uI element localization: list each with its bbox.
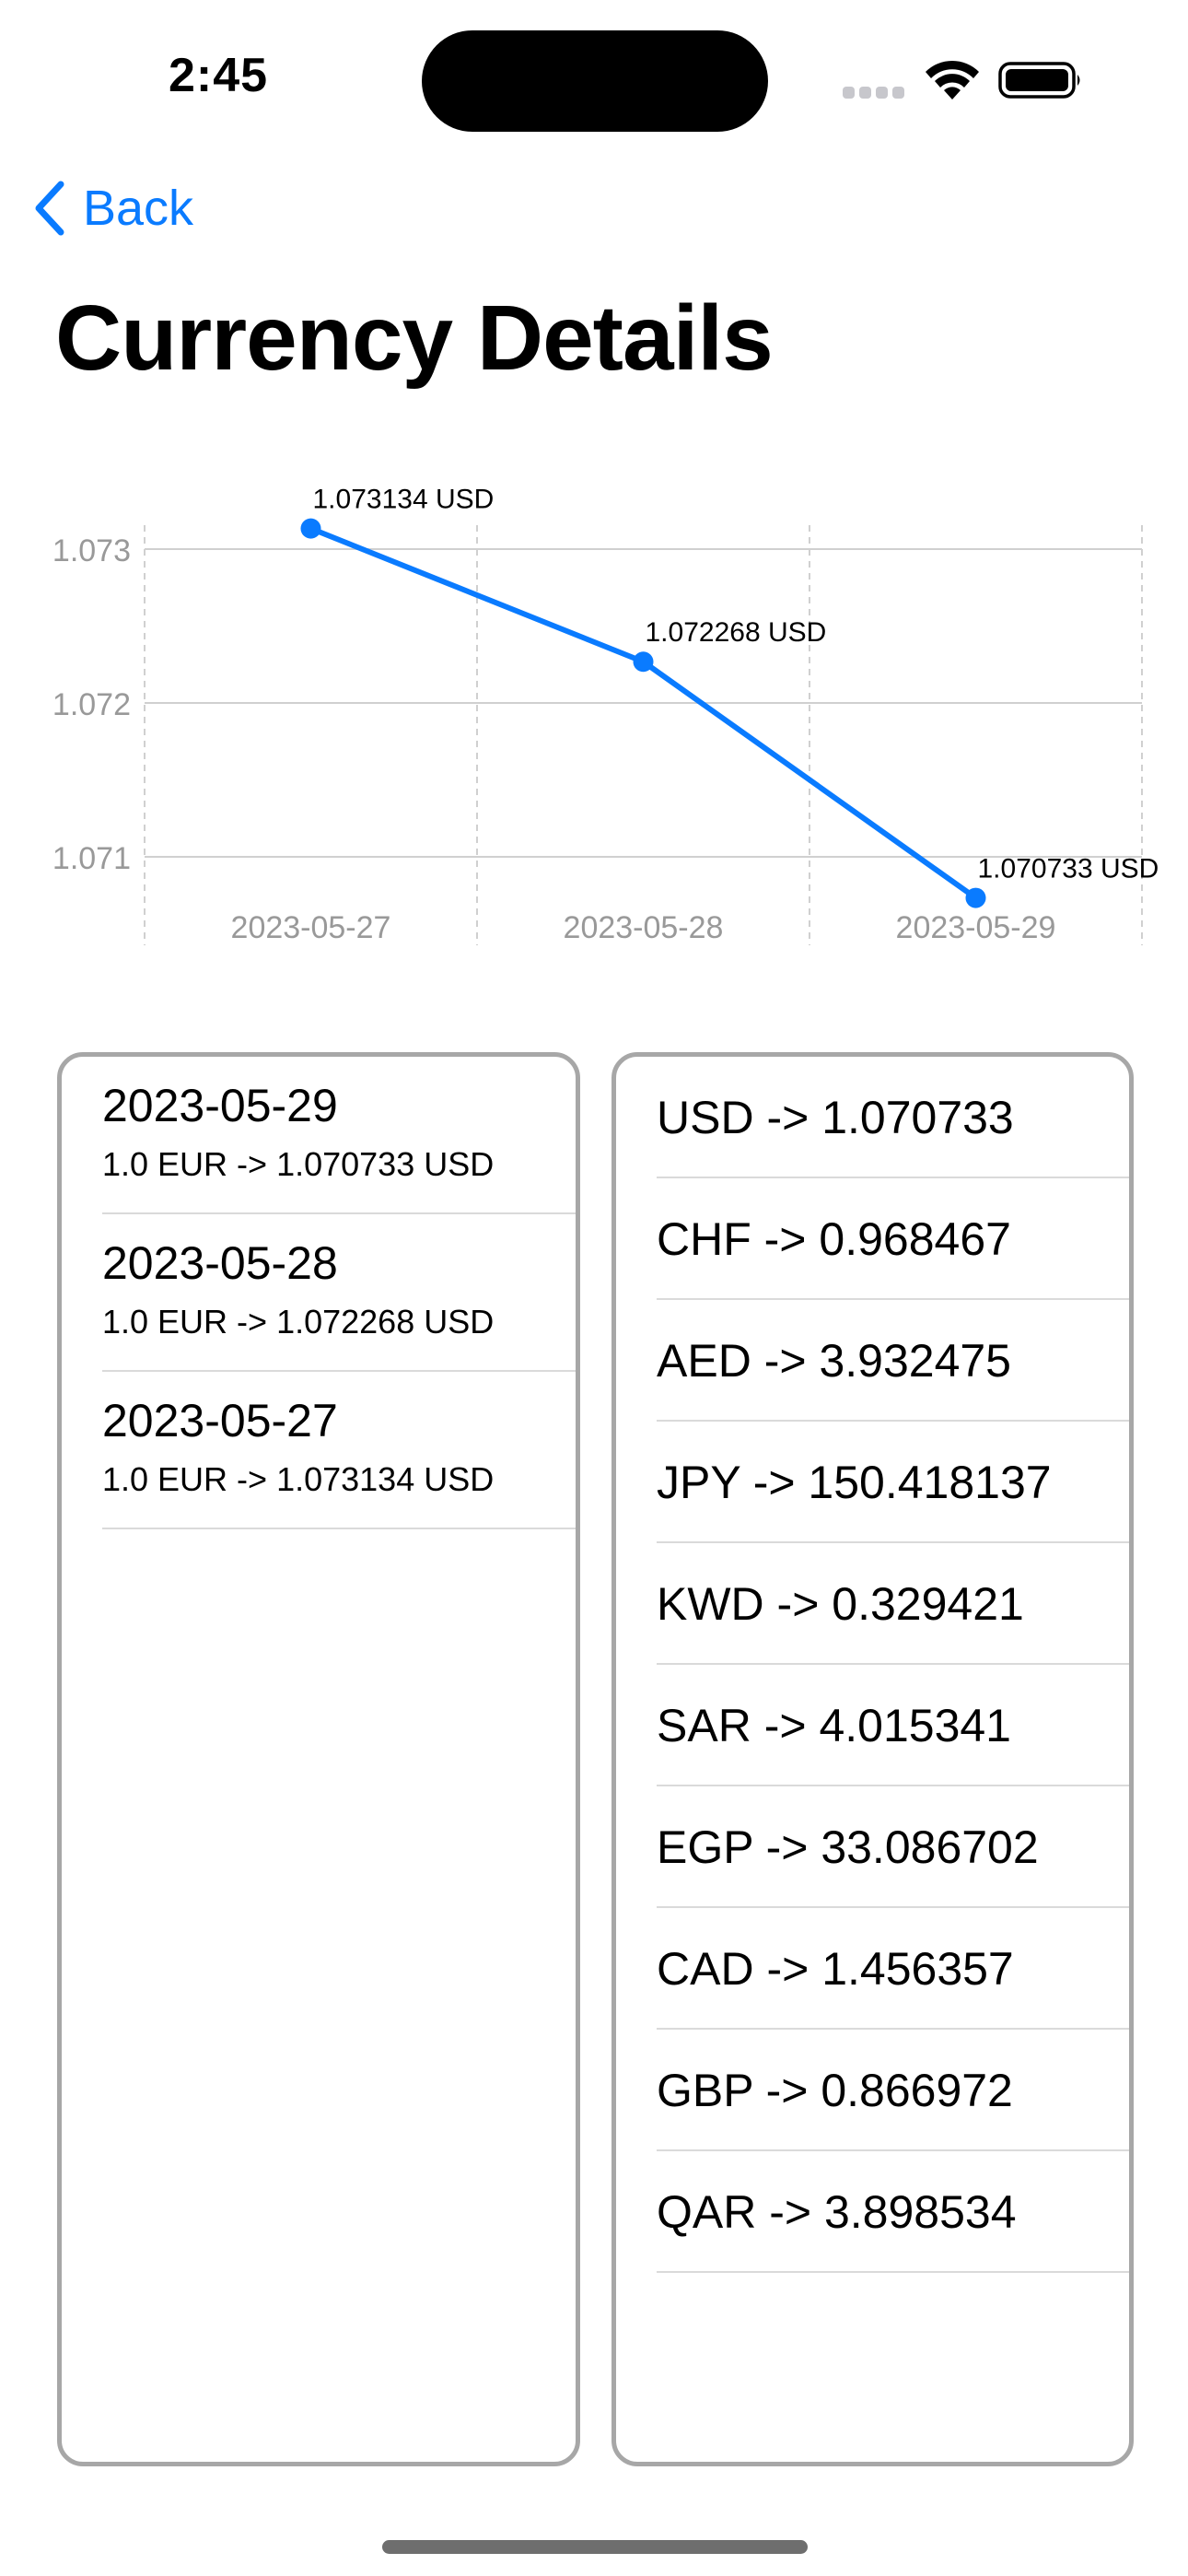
rate-item[interactable]: CAD -> 1.456357 xyxy=(657,1908,1129,2030)
history-rate: 1.0 EUR -> 1.072268 USD xyxy=(102,1303,495,1341)
dynamic-island xyxy=(422,30,768,132)
history-item[interactable]: 2023-05-29 1.0 EUR -> 1.070733 USD xyxy=(102,1057,576,1214)
page-title: Currency Details xyxy=(55,287,774,390)
chart-data-label: 1.073134 USD xyxy=(313,485,495,515)
rate-item[interactable]: CHF -> 0.968467 xyxy=(657,1178,1129,1300)
battery-icon xyxy=(998,62,1080,99)
history-rate: 1.0 EUR -> 1.070733 USD xyxy=(102,1145,495,1183)
rate-item[interactable]: JPY -> 150.418137 xyxy=(657,1422,1129,1543)
history-date: 2023-05-27 xyxy=(102,1395,338,1446)
chart-data-point xyxy=(300,518,321,539)
home-indicator[interactable] xyxy=(382,2540,808,2554)
chart-data-point xyxy=(965,887,986,908)
chart-x-tick-label: 2023-05-29 xyxy=(896,910,1056,945)
chevron-left-icon xyxy=(35,181,64,236)
rates-list[interactable]: USD -> 1.070733 CHF -> 0.968467 AED -> 3.9… xyxy=(611,1052,1134,2466)
rate-item[interactable]: QAR -> 3.898534 xyxy=(657,2151,1129,2273)
back-label: Back xyxy=(83,181,194,236)
chart-x-tick-label: 2023-05-28 xyxy=(564,910,724,945)
rate-item[interactable]: AED -> 3.932475 xyxy=(657,1300,1129,1422)
chart-data-label: 1.070733 USD xyxy=(978,854,1159,884)
rate-item[interactable]: SAR -> 4.015341 xyxy=(657,1665,1129,1786)
history-date: 2023-05-29 xyxy=(102,1080,338,1131)
history-item[interactable]: 2023-05-28 1.0 EUR -> 1.072268 USD xyxy=(102,1214,576,1372)
chart-y-tick-label: 1.071 xyxy=(52,841,131,876)
history-list[interactable]: 2023-05-29 1.0 EUR -> 1.070733 USD 2023-05… xyxy=(57,1052,580,2466)
status-time: 2:45 xyxy=(169,49,269,102)
rate-item[interactable]: EGP -> 33.086702 xyxy=(657,1786,1129,1908)
rate-item[interactable]: KWD -> 0.329421 xyxy=(657,1543,1129,1665)
history-date: 2023-05-28 xyxy=(102,1237,338,1289)
back-button[interactable]: Back xyxy=(33,180,193,237)
wifi-icon xyxy=(926,60,979,100)
rate-item[interactable]: GBP -> 0.866972 xyxy=(657,2030,1129,2151)
cellular-signal-icon xyxy=(843,87,907,100)
chart-x-tick-label: 2023-05-27 xyxy=(231,910,391,945)
chart-y-tick-label: 1.072 xyxy=(52,687,131,722)
history-rate: 1.0 EUR -> 1.073134 USD xyxy=(102,1460,495,1498)
history-item[interactable]: 2023-05-27 1.0 EUR -> 1.073134 USD xyxy=(102,1372,576,1529)
chart-data-label: 1.072268 USD xyxy=(646,617,827,648)
chart-data-point xyxy=(633,651,654,673)
chart-series-line xyxy=(308,525,979,901)
chart-y-tick-label: 1.073 xyxy=(52,533,131,568)
rate-item[interactable]: USD -> 1.070733 xyxy=(657,1057,1129,1178)
rate-history-chart: 1.071 1.072 1.073 2023-05-27 2023-05-28 2023-… xyxy=(52,485,1159,945)
